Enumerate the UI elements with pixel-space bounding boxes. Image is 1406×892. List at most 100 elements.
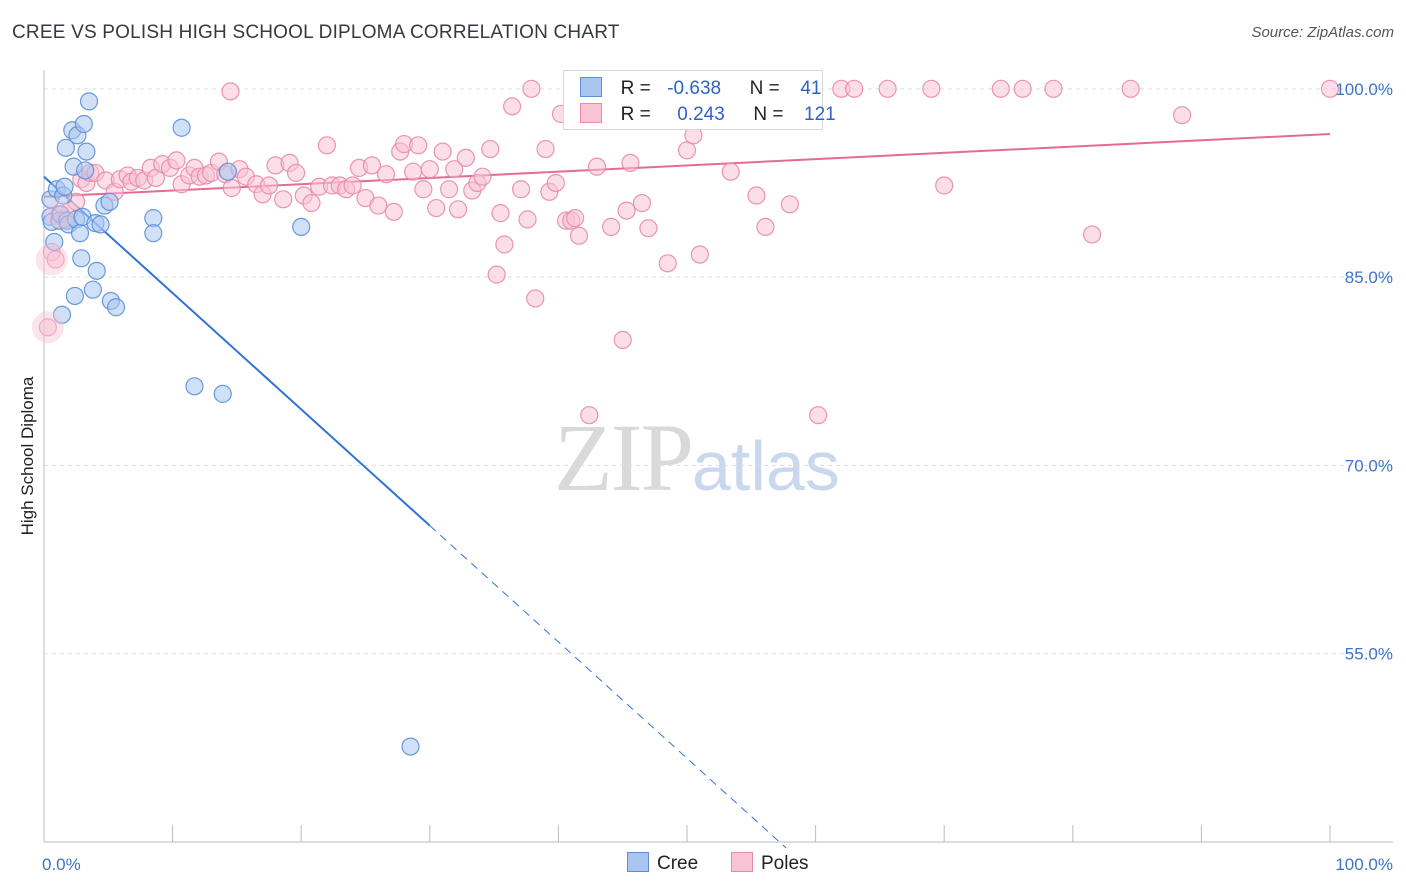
cree-point: [144, 209, 163, 228]
cree-trend-line: [43, 175, 431, 527]
poles-point: [617, 201, 636, 220]
poles-r-label: R =: [620, 104, 651, 125]
legend-item-poles[interactable]: Poles: [731, 852, 809, 875]
cree-point: [77, 142, 96, 161]
poles-point: [343, 176, 362, 195]
cree-point: [292, 217, 311, 237]
poles-point: [167, 151, 186, 170]
poles-point: [580, 406, 599, 425]
points-layer: [31, 79, 1340, 756]
poles-point: [439, 180, 459, 199]
poles-point: [587, 157, 607, 176]
poles-point: [780, 195, 799, 214]
cree-point: [65, 286, 84, 306]
y-tick-label: 100.0%: [1335, 80, 1393, 99]
cree-point: [55, 177, 74, 196]
poles-point: [420, 160, 439, 179]
cree-point: [74, 114, 93, 134]
chart-title: CREE VS POLISH HIGH SCHOOL DIPLOMA CORRE…: [12, 22, 620, 43]
poles-point: [491, 204, 510, 223]
poles-r-value: 0.243: [677, 104, 725, 125]
cree-point: [45, 232, 64, 252]
watermark-atlas: atlas: [692, 427, 840, 505]
poles-point: [1173, 106, 1192, 125]
poles-point: [569, 226, 589, 245]
cree-point: [213, 384, 232, 403]
poles-point: [613, 330, 632, 349]
poles-swatch: [580, 103, 602, 123]
poles-point: [274, 190, 293, 209]
poles-point: [518, 210, 537, 229]
legend-item-cree[interactable]: Cree: [627, 852, 698, 875]
poles-point: [46, 250, 65, 269]
axis-layer: [43, 70, 1393, 843]
poles-point: [473, 167, 492, 186]
poles-point: [602, 217, 621, 237]
poles-point-cluster: [35, 243, 68, 276]
y-tick-label: 70.0%: [1345, 456, 1393, 475]
poles-point: [639, 219, 658, 238]
legend-poles-swatch: [731, 852, 753, 872]
cree-r-value: -0.638: [667, 78, 722, 99]
poles-point: [403, 162, 423, 181]
cree-r-label: R =: [620, 78, 651, 99]
poles-point: [536, 139, 555, 159]
cree-point: [172, 118, 191, 137]
poles-point: [845, 79, 864, 98]
poles-point: [991, 79, 1010, 98]
poles-point: [1013, 79, 1032, 98]
poles-point-cluster: [45, 200, 74, 229]
poles-point: [448, 200, 468, 219]
cree-point: [52, 305, 72, 324]
poles-point: [721, 162, 740, 181]
trend-layer: [43, 133, 1331, 849]
poles-point: [566, 209, 585, 228]
poles-point: [658, 254, 677, 273]
poles-point: [427, 198, 446, 218]
cree-n-value: 41: [800, 78, 822, 99]
poles-point: [1082, 225, 1102, 244]
poles-point: [677, 141, 697, 160]
poles-point: [409, 136, 428, 155]
poles-point: [369, 196, 388, 215]
cree-point: [56, 138, 75, 157]
poles-point: [222, 178, 241, 198]
poles-point: [546, 173, 565, 193]
poles-point: [286, 163, 306, 183]
poles-point: [1320, 79, 1340, 98]
cree-point: [401, 737, 420, 756]
y-tick-label: 85.0%: [1345, 268, 1393, 287]
watermark-zip: ZIP: [554, 404, 694, 511]
legend-poles-label: Poles: [761, 853, 809, 874]
tick-label-layer: 100.0% 85.0% 70.0% 55.0% 0.0% 100.0%: [42, 80, 1393, 874]
chart-source: Source: ZipAtlas.com: [1251, 24, 1394, 41]
poles-point: [221, 82, 240, 101]
cree-point: [83, 280, 102, 299]
poles-point: [935, 176, 954, 195]
cree-point: [218, 162, 237, 181]
poles-point: [1121, 79, 1140, 98]
poles-point: [362, 156, 382, 175]
cree-point: [76, 161, 95, 180]
cree-point: [185, 377, 204, 396]
cree-point: [70, 224, 90, 243]
poles-point: [38, 318, 57, 337]
poles-point: [621, 153, 640, 172]
poles-point: [414, 180, 433, 199]
cree-point: [87, 261, 106, 280]
poles-point: [632, 193, 652, 213]
poles-point: [259, 176, 279, 195]
poles-point: [384, 202, 403, 221]
poles-point: [690, 245, 709, 264]
poles-point: [878, 79, 897, 98]
poles-point: [495, 235, 514, 254]
cree-point: [91, 215, 110, 234]
poles-point: [522, 79, 541, 98]
legend-cree-swatch: [627, 852, 649, 872]
legend-cree-label: Cree: [657, 853, 699, 874]
poles-point: [503, 97, 522, 116]
cree-point: [100, 192, 119, 211]
stats-row-poles: R = 0.243 N = 121: [580, 103, 836, 129]
poles-point: [487, 265, 506, 284]
poles-point: [317, 136, 337, 155]
